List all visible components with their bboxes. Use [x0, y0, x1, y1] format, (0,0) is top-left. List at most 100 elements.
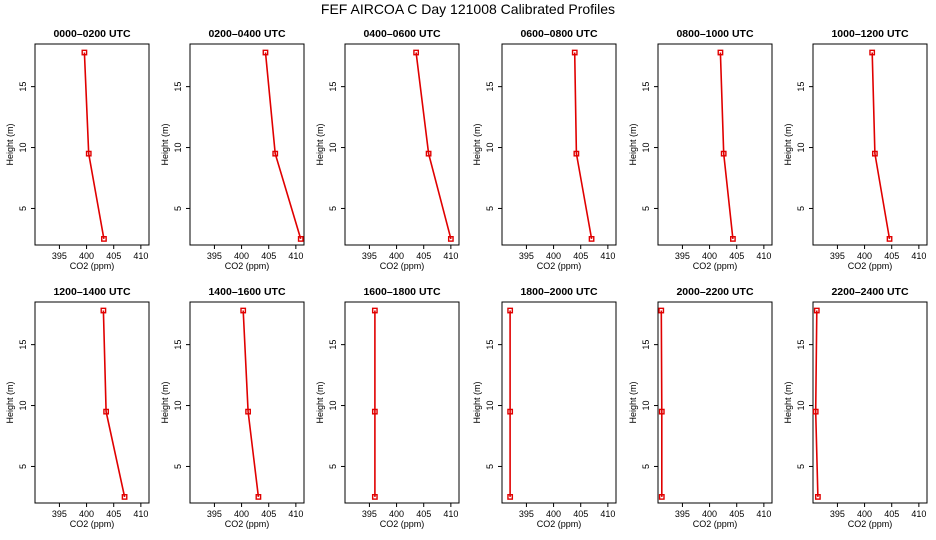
x-tick-label: 400 — [702, 509, 717, 519]
data-point — [262, 49, 269, 56]
data-point — [507, 494, 514, 500]
x-tick-label: 410 — [133, 509, 148, 519]
y-tick-label: 5 — [18, 464, 28, 469]
y-axis-label: Height (m) — [472, 381, 482, 423]
plot-frame — [657, 301, 773, 504]
data-point — [371, 408, 378, 415]
x-axis-label: CO2 (ppm) — [693, 519, 738, 529]
data-point — [813, 307, 820, 314]
profile-line — [242, 310, 260, 497]
panel-4: 0600–0800 UTC 395 400 405 410 5 10 15 CO2 (ppm) H… — [472, 28, 617, 271]
y-tick-label: 10 — [796, 143, 806, 153]
x-tick-label: 410 — [443, 251, 458, 261]
panel-title: 1200–1400 UTC — [53, 286, 130, 298]
x-tick-label: 395 — [362, 251, 377, 261]
y-tick-label: 10 — [18, 401, 28, 411]
x-tick-label: 410 — [600, 251, 615, 261]
x-tick-label: 395 — [830, 509, 845, 519]
x-tick-label: 405 — [106, 251, 121, 261]
x-tick-label: 400 — [79, 509, 94, 519]
x-axis-label: CO2 (ppm) — [225, 261, 270, 271]
plot-frame — [501, 43, 617, 246]
plot-frame — [34, 43, 150, 246]
y-axis-label: Height (m) — [5, 381, 15, 423]
panel-9: 1600–1800 UTC 395 400 405 410 5 10 15 CO2 (ppm) H… — [315, 286, 460, 529]
x-tick-label: 405 — [729, 251, 744, 261]
plot-frame — [344, 301, 460, 504]
data-point — [447, 236, 454, 242]
y-tick-label: 10 — [328, 143, 338, 153]
data-point — [886, 236, 893, 242]
y-axis-label: Height (m) — [160, 123, 170, 165]
panel-title: 1800–2000 UTC — [520, 286, 597, 298]
y-tick-label: 5 — [641, 464, 651, 469]
y-tick-label: 5 — [485, 464, 495, 469]
y-axis-label: Height (m) — [783, 381, 793, 423]
y-tick-label: 5 — [18, 206, 28, 211]
panel-10: 1800–2000 UTC 395 400 405 410 5 10 15 CO2 (ppm) H… — [472, 286, 617, 529]
x-tick-label: 395 — [830, 251, 845, 261]
profile-line — [102, 310, 126, 498]
x-tick-label: 395 — [362, 509, 377, 519]
profile-line — [573, 52, 593, 240]
y-axis-label: Height (m) — [472, 123, 482, 165]
y-tick-label: 15 — [485, 82, 495, 92]
x-tick-label: 405 — [884, 509, 899, 519]
plot-frame — [501, 301, 617, 504]
data-point — [101, 236, 107, 242]
data-point — [588, 236, 595, 242]
panel-title: 1400–1600 UTC — [208, 286, 285, 298]
y-tick-label: 10 — [173, 401, 183, 411]
y-tick-label: 5 — [485, 206, 495, 211]
data-point — [717, 49, 724, 56]
x-tick-label: 410 — [911, 251, 926, 261]
y-axis-label: Height (m) — [628, 123, 638, 165]
x-axis-label: CO2 (ppm) — [380, 519, 425, 529]
plot-frame — [812, 43, 928, 246]
x-tick-label: 405 — [416, 251, 431, 261]
panel-1: 0000–0200 UTC 395 400 405 410 5 10 15 CO2 (ppm) H… — [5, 28, 150, 271]
data-point — [297, 236, 304, 242]
x-axis-label: CO2 (ppm) — [225, 519, 270, 529]
plot-frame — [657, 43, 773, 246]
x-tick-label: 400 — [79, 251, 94, 261]
x-tick-label: 400 — [702, 251, 717, 261]
x-tick-label: 395 — [519, 251, 534, 261]
x-tick-label: 395 — [675, 251, 690, 261]
y-tick-label: 15 — [173, 340, 183, 350]
x-tick-label: 405 — [884, 251, 899, 261]
x-tick-label: 405 — [261, 251, 276, 261]
x-tick-label: 405 — [416, 509, 431, 519]
panel-title: 2000–2200 UTC — [676, 286, 753, 298]
panel-title: 0000–0200 UTC — [53, 28, 130, 40]
x-tick-label: 395 — [519, 509, 534, 519]
x-tick-label: 400 — [389, 251, 404, 261]
panel-title: 1000–1200 UTC — [831, 28, 908, 40]
y-tick-label: 5 — [796, 464, 806, 469]
data-point — [507, 408, 514, 415]
panel-2: 0200–0400 UTC 395 400 405 410 5 10 15 CO2 (ppm) H… — [160, 28, 305, 271]
figure-title: FEF AIRCOA C Day 121008 Calibrated Profi… — [321, 1, 615, 17]
data-point — [85, 150, 92, 157]
data-point — [571, 49, 578, 56]
y-tick-label: 15 — [173, 82, 183, 92]
x-tick-label: 410 — [288, 509, 303, 519]
panel-12: 2200–2400 UTC 395 400 405 410 5 10 15 CO2 (ppm) H… — [783, 286, 928, 529]
x-axis-label: CO2 (ppm) — [70, 519, 115, 529]
x-tick-label: 405 — [573, 509, 588, 519]
x-tick-label: 400 — [857, 251, 872, 261]
x-tick-label: 405 — [573, 251, 588, 261]
x-tick-label: 400 — [857, 509, 872, 519]
data-point — [573, 150, 580, 157]
y-axis-label: Height (m) — [315, 123, 325, 165]
y-axis-label: Height (m) — [783, 123, 793, 165]
data-point — [869, 49, 876, 56]
panel-11: 2000–2200 UTC 395 400 405 410 5 10 15 CO2 (ppm) H… — [628, 286, 773, 529]
data-point — [100, 307, 107, 314]
data-point — [240, 307, 247, 314]
data-point — [121, 494, 128, 500]
panel-title: 1600–1800 UTC — [363, 286, 440, 298]
panel-8: 1400–1600 UTC 395 400 405 410 5 10 15 CO2 (ppm) H… — [160, 286, 305, 529]
y-tick-label: 5 — [328, 464, 338, 469]
